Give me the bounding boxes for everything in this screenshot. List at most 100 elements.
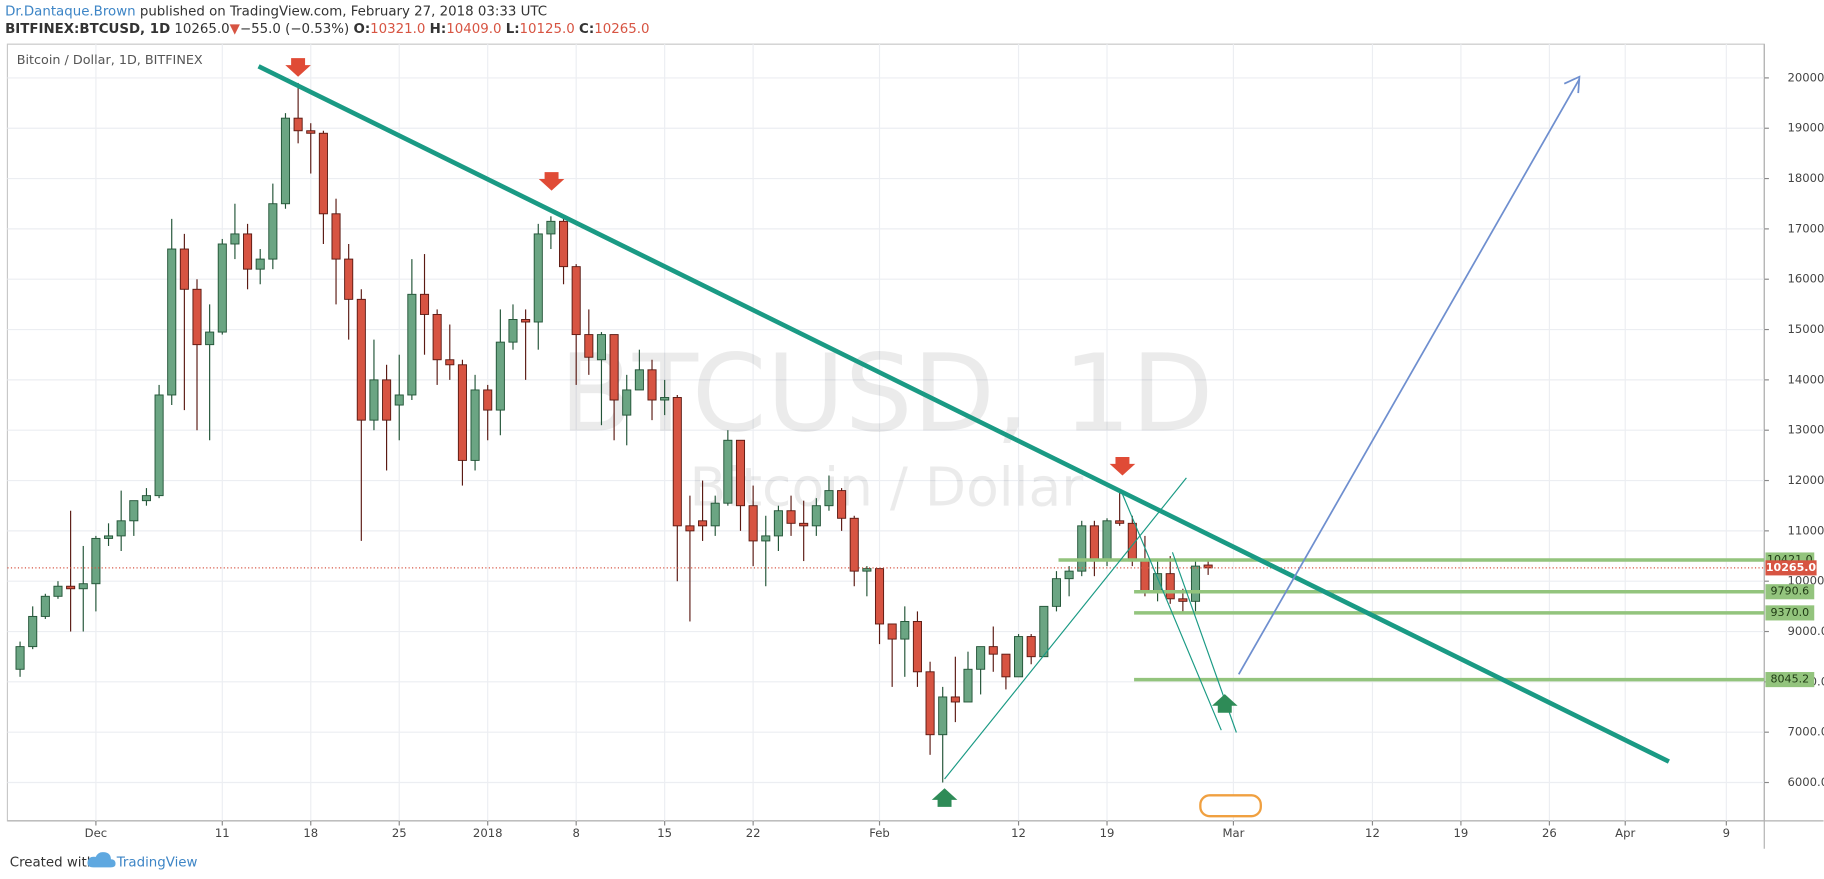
axes: 6000.07000.08000.09000.010000.011000.012… (85, 70, 1824, 840)
footer-brand: TradingView (116, 856, 198, 871)
candle-body (660, 397, 670, 401)
candle-body (179, 248, 189, 290)
candle-body (28, 615, 38, 648)
candle-body (167, 248, 177, 396)
y-tick-label: 11000.0 (1788, 523, 1824, 537)
x-tick-label: Feb (869, 826, 890, 840)
candle-body (811, 505, 821, 527)
candle-body (748, 505, 758, 542)
candle-body (837, 490, 847, 519)
symbol: BITFINEX:BTCUSD, 1D (5, 22, 170, 37)
candle-body (15, 646, 25, 670)
candle-body (53, 585, 63, 597)
x-tick-label: 25 (392, 826, 407, 840)
level-tag (1765, 584, 1815, 600)
candle-body (1190, 565, 1201, 602)
candle-body (369, 379, 379, 421)
buy-arrow (1211, 694, 1238, 713)
candle-body (1026, 636, 1036, 658)
x-tick-label: 26 (1542, 826, 1557, 840)
candle-body (584, 334, 594, 358)
y-tick-label: 14000.0 (1788, 372, 1824, 386)
current-price-tag (1765, 560, 1817, 576)
x-tick-label: 12 (1011, 826, 1026, 840)
y-tick-label: 16000.0 (1788, 272, 1824, 286)
published: published on TradingView.com, February 2… (140, 5, 547, 20)
candle-body (900, 620, 910, 640)
candle-body (976, 646, 986, 670)
x-tick-label: 19 (1454, 826, 1469, 840)
tv-logo (87, 852, 116, 868)
level-label: 9790.6 (1771, 585, 1810, 598)
y-tick-label: 6000.0 (1788, 775, 1824, 789)
level-label: 8045.2 (1771, 673, 1810, 686)
candle-body (609, 334, 619, 401)
candle-body (91, 537, 101, 585)
o-label: O: (353, 22, 370, 37)
h-label: H: (430, 22, 447, 37)
candle-body (698, 520, 708, 527)
sell-arrow (1109, 456, 1136, 476)
o-value: 10321.0 (370, 22, 425, 37)
candle-body (1001, 653, 1011, 678)
events-badge (1199, 794, 1262, 818)
y-tick-label: 7000.0 (1788, 725, 1824, 739)
candle-body (1089, 525, 1099, 562)
candle-body (255, 258, 265, 270)
candle-body (988, 646, 998, 655)
candle-body (925, 671, 935, 736)
candle-body (470, 389, 480, 461)
x-tick-label: 18 (303, 826, 318, 840)
candle-body (799, 522, 809, 527)
candle-body (1140, 560, 1150, 592)
candle-body (773, 510, 783, 537)
candle-body (559, 220, 569, 268)
candle-body (938, 696, 948, 736)
candle-body (735, 439, 746, 507)
x-tick-label: Dec (85, 826, 107, 840)
candle-body (521, 319, 531, 323)
candle-body (546, 220, 556, 235)
candle-body (1039, 605, 1049, 658)
candle-body (154, 394, 164, 497)
channel-line (1121, 493, 1222, 731)
change: −55.0 (−0.53%) (240, 22, 349, 37)
candle-body (685, 525, 695, 532)
candle-body (103, 535, 114, 539)
level-tag (1765, 605, 1815, 621)
candle-body (407, 293, 417, 396)
y-tick-label: 13000.0 (1788, 423, 1824, 437)
candle-body (912, 620, 922, 673)
candle-body (963, 668, 973, 703)
drawings (257, 58, 1670, 818)
sell-arrow (538, 172, 565, 191)
header-line-1: Dr.Dantaque.Brown published on TradingVi… (5, 5, 547, 20)
candle-body (950, 696, 960, 703)
candle-body (205, 331, 215, 346)
candle-body (394, 394, 404, 406)
header-line-2: BITFINEX:BTCUSD, 1D 10265.0▼−55.0 (−0.53… (5, 22, 649, 37)
y-tick-label: 20000.0 (1788, 70, 1824, 84)
candle-body (230, 233, 240, 245)
candle-body (457, 364, 467, 461)
arrow-head (1563, 75, 1581, 94)
candle-body (849, 517, 859, 572)
candle-body (1077, 525, 1087, 572)
x-tick-label: 22 (746, 826, 761, 840)
x-tick-label: 15 (657, 826, 672, 840)
candle-body (874, 568, 885, 625)
candle-body (672, 397, 682, 527)
candle-body (445, 359, 455, 366)
sell-arrow (285, 58, 311, 77)
y-tick-label: 18000.0 (1788, 171, 1824, 185)
x-tick-label: 8 (572, 826, 579, 840)
candle-body (306, 130, 316, 134)
candle-body (622, 389, 632, 416)
candle-body (634, 369, 644, 391)
y-tick-label: 19000.0 (1788, 121, 1824, 135)
candle-body (243, 233, 253, 270)
x-tick-label: 2018 (473, 826, 503, 840)
level-label: 9370.0 (1771, 606, 1810, 619)
candle-body (116, 520, 126, 537)
